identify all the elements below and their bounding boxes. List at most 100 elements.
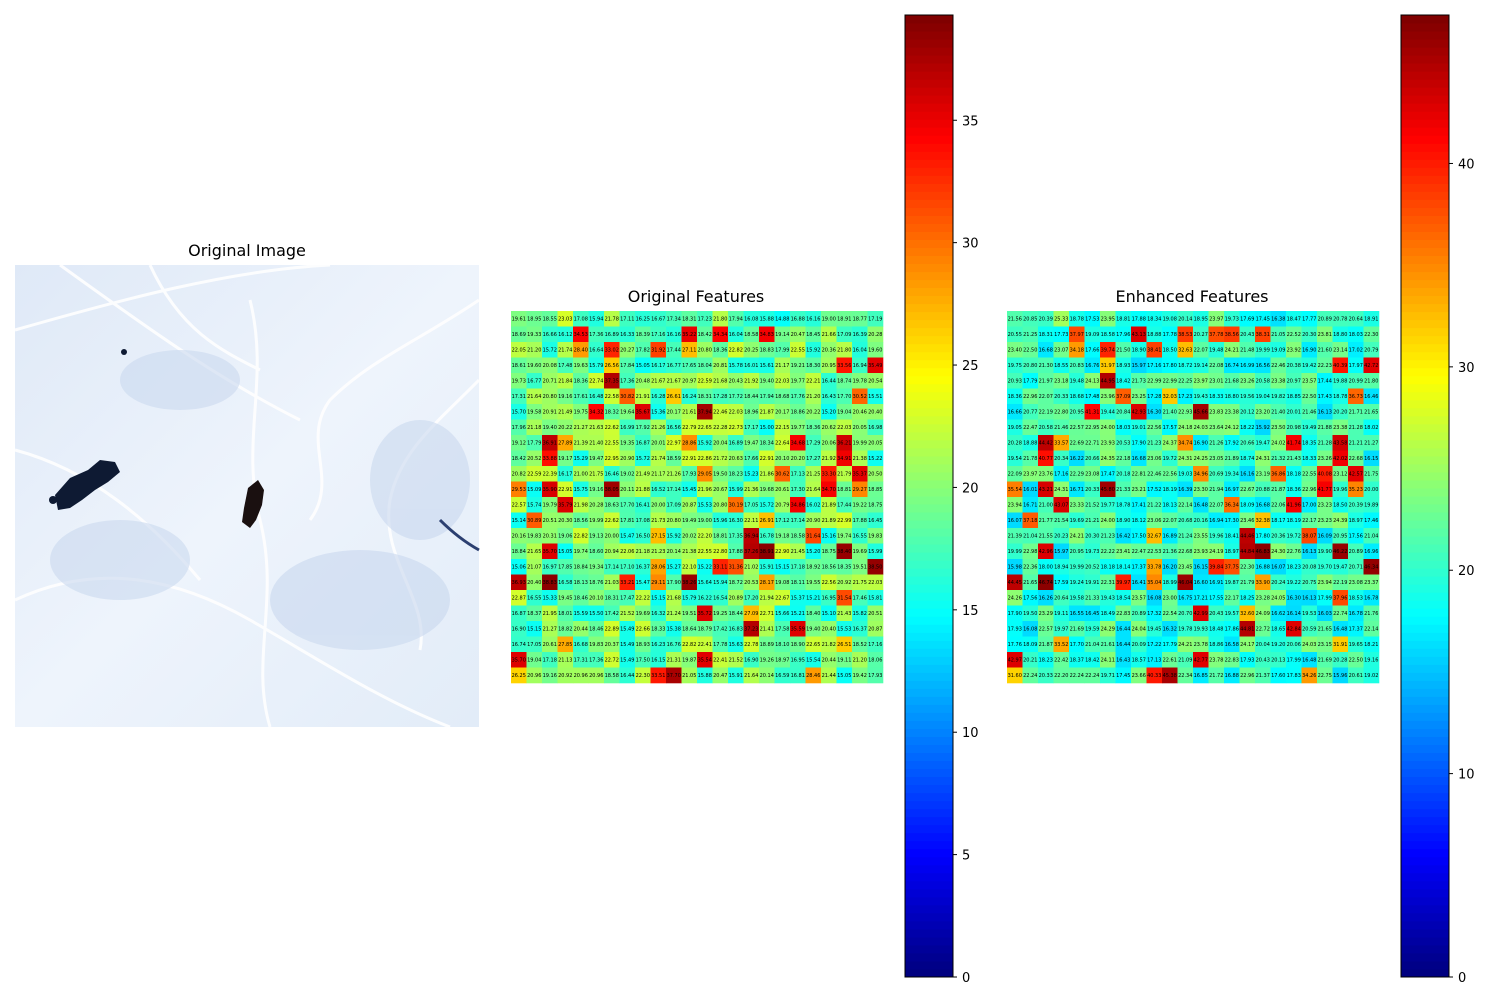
heatmap-cell-value: 31.54 [837,596,851,602]
heatmap-cell-value: 23.41 [1116,549,1130,555]
heatmap-cell-value: 21.92 [822,456,836,462]
heatmap-cell-value: 21.27 [1364,441,1378,447]
heatmap-cell [1301,450,1318,467]
heatmap-cell-value: 22.30 [636,673,650,679]
heatmap-cell [619,621,636,637]
heatmap-cell-value: 16.07 [1008,518,1022,524]
colorbar-segment [1401,31,1449,40]
heatmap-cell-value: 20.70 [1178,611,1192,617]
colorbar-segment [905,159,953,168]
heatmap-cell [666,543,682,560]
heatmap-cell-value: 27.85 [558,642,572,648]
heatmap-cell-value: 22.81 [1132,472,1146,478]
heatmap-cell [1069,528,1085,544]
heatmap-cell-value: 20.99 [1349,379,1363,385]
heatmap-cell-value: 22.87 [512,596,526,602]
heatmap-cell-value: 23.19 [1256,472,1270,478]
heatmap-cell-value: 17.30 [1225,518,1239,524]
heatmap-cell [790,435,806,451]
heatmap-cell [1224,357,1240,374]
heatmap-cell-value: 18.75 [868,503,882,509]
heatmap-cell-value: 21.28 [1349,425,1363,431]
heatmap-cell-value: 22.98 [1023,549,1037,555]
heatmap-cell-value: 16.71 [1070,487,1084,493]
heatmap-cell [1286,342,1302,358]
heatmap-cell-value: 19.35 [620,441,634,447]
heatmap-cell-value: 18.99 [1163,580,1177,586]
heatmap-cell [1053,419,1070,436]
heatmap-cell [1177,574,1194,591]
heatmap-cell-value: 19.99 [1070,565,1084,571]
colorbar-segment [905,864,953,874]
heatmap-cell [743,435,760,451]
heatmap-cell-value: 15.81 [868,596,882,602]
heatmap-cell [728,373,744,389]
heatmap-cell [1332,404,1349,420]
heatmap-cell [650,326,667,343]
heatmap-cell-value: 18.90 [791,642,805,648]
colorbar-segment [1401,471,1449,481]
heatmap-cell [1348,497,1364,513]
heatmap-cell-value: 18.03 [1349,332,1363,338]
heatmap-cell-value: 15.14 [512,518,526,524]
heatmap-cell [1317,528,1333,544]
heatmap-cell-value: 19.16 [589,487,603,493]
heatmap-cell [573,326,589,343]
heatmap-cell [1069,497,1085,513]
heatmap-cell-value: 19.83 [868,534,882,540]
heatmap-cell [836,605,853,622]
heatmap-cell [1100,388,1116,405]
heatmap-cell-value: 16.78 [760,534,774,540]
heatmap-cell [619,543,636,560]
heatmap-cell [1038,419,1054,436]
heatmap-cell [1317,388,1333,405]
heatmap-cell [1053,342,1070,358]
heatmap-cell [836,311,853,327]
heatmap-cell [836,373,853,389]
heatmap-cell [1038,605,1054,622]
colorbar-segment [905,728,953,737]
heatmap-cell-value: 18.56 [574,518,588,524]
heatmap-cell-value: 19.91 [1085,580,1099,586]
heatmap-cell-value: 27.89 [558,441,572,447]
heatmap-cell-value: 30.82 [620,394,634,400]
colorbar-segment [1401,407,1449,417]
heatmap-cell [619,419,636,436]
heatmap-cell-value: 44.46 [1240,534,1254,540]
heatmap-cell-value: 19.59 [1085,627,1099,633]
heatmap-cell-value: 21.04 [1085,642,1099,648]
heatmap-cell [867,342,884,358]
heatmap-cell-value: 17.50 [1132,534,1146,540]
heatmap-cell-value: 17.17 [744,425,758,431]
heatmap-cell-value: 23.28 [1256,596,1270,602]
heatmap-cell [1239,590,1256,606]
heatmap-cell [759,326,775,343]
heatmap-cell [1286,605,1302,622]
heatmap-cell [542,326,558,343]
heatmap-cell [1239,326,1256,343]
heatmap-cell-value: 17.18 [791,565,805,571]
heatmap-cell-value: 20.36 [1271,534,1285,540]
heatmap-cell [1301,435,1318,451]
heatmap-cell-value: 16.64 [589,348,603,354]
heatmap-cell [650,311,667,327]
heatmap-cell-value: 22.83 [1116,611,1130,617]
heatmap-cell [1038,497,1054,513]
heatmap-cell [604,590,620,606]
heatmap-cell [526,311,543,327]
heatmap-cell-value: 17.44 [837,503,851,509]
heatmap-cell [1255,497,1271,513]
heatmap-cell [1286,497,1302,513]
heatmap-cell [728,326,744,343]
heatmap-cell-value: 19.04 [1256,394,1270,400]
heatmap-cell [728,311,744,327]
heatmap-cell-value: 22.95 [605,456,619,462]
heatmap-cell [1115,466,1132,482]
heatmap-cell-value: 17.22 [1147,642,1161,648]
colorbar-segment [905,752,953,762]
heatmap-cell [619,590,636,606]
heatmap-cell-value: 18.31 [605,596,619,602]
heatmap-cell [619,652,636,668]
heatmap-cell [1255,357,1271,374]
colorbar-segment [1401,383,1449,393]
